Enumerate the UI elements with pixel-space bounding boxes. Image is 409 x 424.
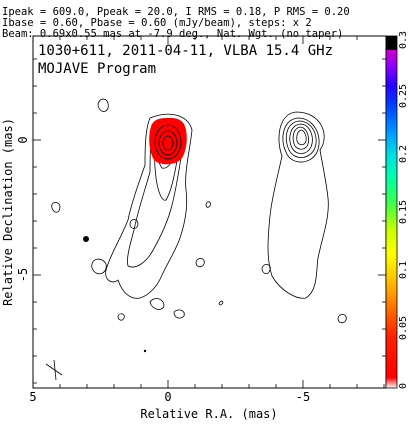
header-line-1: Ipeak = 609.0, Ppeak = 20.0, I RMS = 0.1… bbox=[2, 6, 350, 18]
pol-contour-outer bbox=[267, 111, 329, 299]
y-axis-label: Relative Declination (mas) bbox=[1, 118, 15, 306]
chart-subtitle: MOJAVE Program bbox=[38, 61, 156, 77]
contour-blob-6 bbox=[117, 313, 125, 321]
x-axis-label: Relative R.A. (mas) bbox=[140, 407, 277, 421]
chart-title: 1030+611, 2011-04-11, VLBA 15.4 GHz bbox=[38, 43, 333, 59]
plot-frame bbox=[32, 35, 387, 389]
colorbar-tick-0.25: 0.25 bbox=[398, 84, 409, 108]
pol-contour-3 bbox=[285, 120, 317, 158]
contour-blob-7 bbox=[205, 201, 211, 208]
contour-outer bbox=[105, 113, 193, 299]
contour-blob-5 bbox=[173, 309, 185, 319]
contour-dot bbox=[83, 236, 89, 242]
x-tick-label-minus5: -5 bbox=[296, 390, 310, 404]
pol-blob-1 bbox=[261, 264, 271, 274]
x-tick-label-0: 0 bbox=[164, 390, 171, 404]
contour-blob-3 bbox=[91, 258, 107, 275]
pol-blob-2 bbox=[337, 314, 347, 324]
core-contour-2 bbox=[158, 130, 178, 156]
beam-cross bbox=[45, 359, 63, 381]
core-contours-overlay bbox=[154, 124, 182, 160]
colorbar-tick-0.15: 0.15 bbox=[398, 200, 409, 224]
header-line-3: Beam: 0.69x0.55 mas at -7.9 deg., Nat. W… bbox=[2, 28, 344, 40]
total-intensity-contours bbox=[51, 98, 211, 321]
pol-contour-4 bbox=[289, 123, 313, 154]
colorbar-tick-0.2: 0.2 bbox=[398, 145, 409, 163]
y-tick-label-0: 0 bbox=[16, 136, 30, 143]
contour-blob-4 bbox=[149, 298, 165, 310]
polarized-intensity-contours bbox=[218, 111, 347, 324]
pol-contour-5 bbox=[292, 126, 309, 150]
pol-contour-6 bbox=[296, 129, 307, 146]
colorbar-tick-0.3: 0.3 bbox=[398, 31, 409, 49]
colorbar-tick-0.05: 0.05 bbox=[398, 316, 409, 340]
colorbar-tick-0: 0 bbox=[398, 383, 409, 389]
pol-blob-3 bbox=[218, 300, 224, 306]
core-contour-1 bbox=[154, 124, 182, 160]
pol-contour-2 bbox=[282, 117, 320, 163]
x-tick-label-5: 5 bbox=[29, 390, 36, 404]
frame-ticks bbox=[32, 36, 386, 388]
colorbar-tick-0.1: 0.1 bbox=[398, 261, 409, 279]
colorbar bbox=[385, 35, 398, 389]
contour-blob-8 bbox=[195, 258, 205, 268]
contour-dot-small bbox=[143, 349, 147, 353]
colorbar-top-band bbox=[386, 36, 397, 50]
contour-blob-9 bbox=[129, 219, 139, 229]
core-contour-3 bbox=[162, 135, 174, 151]
y-tick-label-minus5: -5 bbox=[16, 268, 30, 282]
core-polarization-fill bbox=[149, 118, 187, 165]
header-line-2: Ibase = 0.60, Pbase = 0.60 (mJy/beam), s… bbox=[2, 17, 312, 29]
contour-blob-2 bbox=[51, 202, 61, 213]
contour-blob-1 bbox=[97, 98, 109, 112]
